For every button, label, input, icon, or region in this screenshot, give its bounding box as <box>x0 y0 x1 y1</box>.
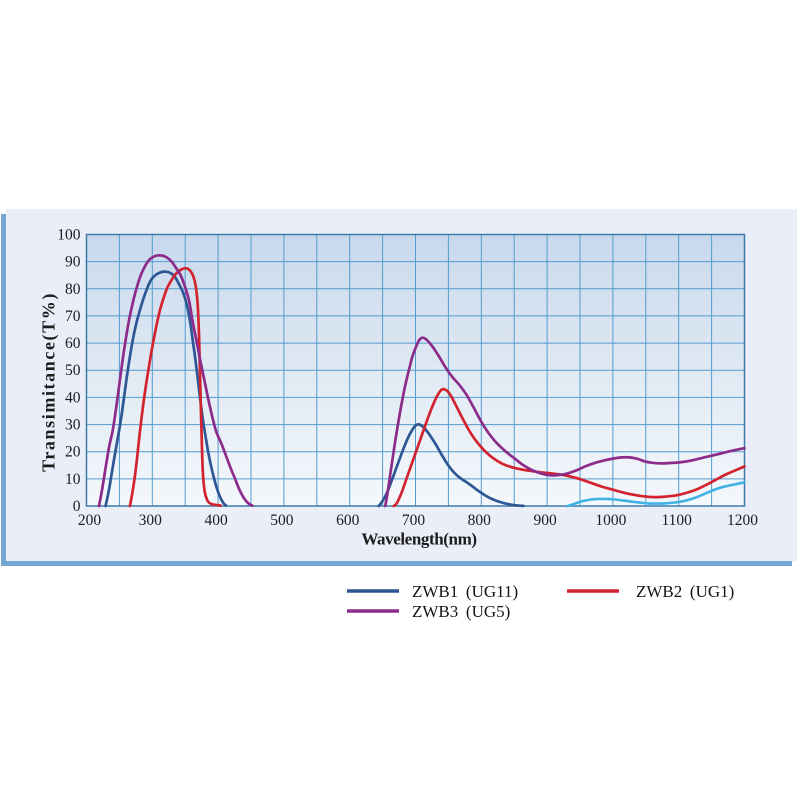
svg-text:20: 20 <box>65 444 81 461</box>
svg-text:400: 400 <box>204 512 228 529</box>
svg-text:1000: 1000 <box>595 512 626 529</box>
svg-text:30: 30 <box>65 417 81 434</box>
svg-text:80: 80 <box>65 281 81 298</box>
svg-text:ZWB1 (UG11): ZWB1 (UG11) <box>412 582 518 601</box>
svg-text:1200: 1200 <box>727 512 758 529</box>
svg-text:500: 500 <box>270 512 294 529</box>
svg-text:40: 40 <box>65 389 81 406</box>
svg-text:90: 90 <box>65 254 81 271</box>
svg-text:70: 70 <box>65 308 81 325</box>
svg-text:800: 800 <box>468 512 492 529</box>
svg-text:700: 700 <box>402 512 426 529</box>
svg-text:600: 600 <box>336 512 360 529</box>
svg-text:0: 0 <box>73 498 81 515</box>
svg-text:Transimitance(T%): Transimitance(T%) <box>39 292 60 472</box>
svg-text:60: 60 <box>65 335 81 352</box>
svg-text:ZWB2 (UG1): ZWB2 (UG1) <box>636 582 734 601</box>
svg-text:200: 200 <box>78 512 102 529</box>
svg-text:900: 900 <box>533 512 557 529</box>
svg-text:ZWB3 (UG5): ZWB3 (UG5) <box>412 602 510 621</box>
svg-text:100: 100 <box>57 227 81 244</box>
svg-text:50: 50 <box>65 362 81 379</box>
svg-text:10: 10 <box>65 471 81 488</box>
svg-text:Wavelength(nm): Wavelength(nm) <box>361 530 476 549</box>
svg-text:1100: 1100 <box>661 512 692 529</box>
svg-text:300: 300 <box>139 512 163 529</box>
